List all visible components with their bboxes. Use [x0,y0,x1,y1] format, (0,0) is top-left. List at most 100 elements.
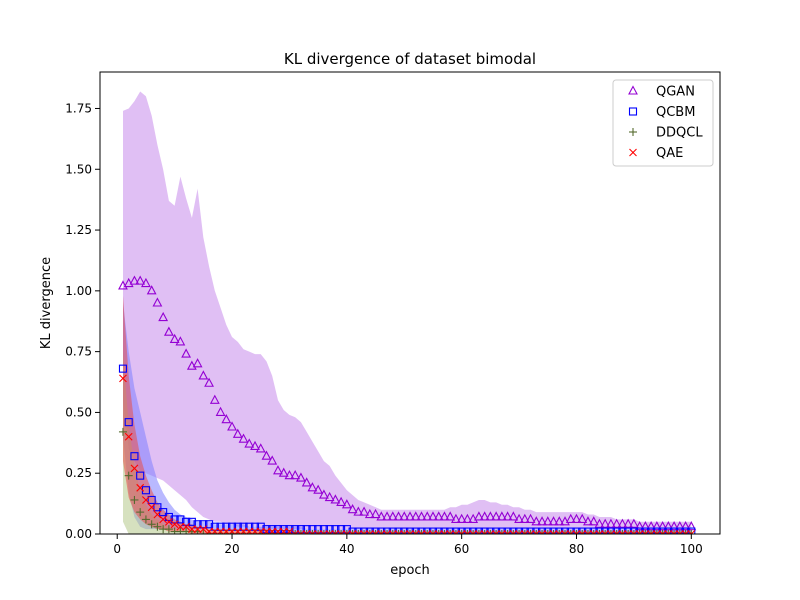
point-qgan-55 [428,511,438,521]
point-qgan-32 [296,472,306,482]
point-qgan-21 [232,428,243,438]
point-qae-87 [612,530,621,534]
point-ddqcl-69 [509,530,518,534]
point-qae-34 [308,530,317,534]
point-qgan-35 [313,484,324,494]
point-ddqcl-71 [520,530,529,534]
point-qgan-44 [364,508,375,519]
point-ddqcl-6 [147,520,156,529]
legend-label-ddqcl: DDQCL [656,126,703,141]
point-qae-80 [572,530,581,534]
x-tick-label: 40 [339,542,354,556]
x-axis-label: epoch [390,563,430,578]
x-tick-label: 0 [113,542,121,556]
y-tick-label: 0.50 [65,405,92,419]
point-qgan-30 [284,469,295,480]
point-qgan-61 [462,513,473,523]
point-qgan-39 [336,496,347,506]
point-ddqcl-65 [486,530,495,534]
point-ddqcl-15 [199,530,208,534]
point-ddqcl-99 [681,530,690,534]
point-qgan-59 [451,513,461,523]
chart-legend: QGAN QCBM DDQCL QAE [612,79,714,167]
point-qae-99 [681,530,690,534]
legend-box [612,79,714,167]
point-qae-54 [423,530,432,534]
point-qgan-97 [669,521,679,531]
point-qae-49 [394,530,403,534]
point-qae-88 [618,530,627,534]
point-ddqcl-64 [480,530,489,534]
point-qgan-34 [307,482,318,492]
point-qae-81 [578,530,587,534]
point-ddqcl-54 [423,530,432,534]
point-qae-74 [538,530,546,534]
point-qcbm-11 [176,515,185,524]
point-qae-95 [658,530,667,534]
point-qgan-67 [496,511,507,521]
point-qcbm-4 [136,471,145,480]
point-ddqcl-37 [325,530,334,534]
point-ddqcl-4 [136,508,145,517]
y-tick-label: 1.50 [65,162,92,176]
point-ddqcl-9 [164,525,173,534]
point-qae-13 [187,525,196,534]
point-ddqcl-97 [670,530,679,534]
point-qgan-90 [628,518,639,528]
point-qgan-7 [152,297,163,307]
point-ddqcl-89 [624,530,633,534]
point-qgan-54 [422,511,433,521]
point-qae-70 [515,530,523,534]
y-axis-label: KL divergence [39,257,54,349]
point-ddqcl-63 [474,530,483,534]
point-qae-14 [193,525,202,534]
point-qcbm-13 [187,517,196,526]
point-ddqcl-60 [457,530,466,534]
point-qgan-42 [353,506,364,516]
band-qgan [123,91,692,530]
point-qae-83 [589,530,598,534]
point-ddqcl-43 [360,530,369,534]
point-ddqcl-51 [406,530,414,534]
point-qae-51 [406,530,414,534]
point-qgan-98 [674,521,685,531]
point-qgan-72 [525,513,536,523]
point-qae-68 [503,530,512,534]
point-qgan-38 [330,494,341,504]
point-qgan-100 [686,521,697,531]
point-ddqcl-55 [428,530,437,534]
point-ddqcl-81 [578,530,587,534]
point-qgan-48 [387,511,398,521]
point-ddqcl-74 [538,530,547,534]
point-qae-12 [182,522,191,531]
point-ddqcl-82 [583,530,592,534]
point-qcbm-3 [130,452,139,461]
point-qae-77 [555,530,564,534]
point-ddqcl-67 [497,530,506,534]
point-ddqcl-41 [348,530,357,534]
point-qgan-79 [565,513,576,523]
point-qgan-76 [548,516,559,526]
point-qgan-29 [278,467,289,477]
point-qgan-69 [508,511,519,521]
point-qae-3 [130,464,139,473]
x-tick-label: 100 [680,542,703,556]
point-ddqcl-88 [618,530,627,534]
point-qae-4 [136,483,145,492]
point-ddqcl-61 [463,530,472,534]
point-qae-45 [371,530,380,534]
point-qae-92 [641,530,650,534]
point-qgan-75 [542,516,553,526]
point-ddqcl-78 [561,530,569,534]
point-ddqcl-50 [400,530,409,534]
point-qae-60 [457,530,466,534]
point-qae-10 [170,520,179,529]
point-qae-94 [652,530,661,534]
y-tick-label: 0.00 [65,527,92,541]
point-qgan-24 [250,440,260,451]
point-qgan-25 [255,443,266,453]
point-ddqcl-96 [664,530,673,534]
point-qgan-41 [347,504,358,514]
point-ddqcl-95 [658,530,667,534]
